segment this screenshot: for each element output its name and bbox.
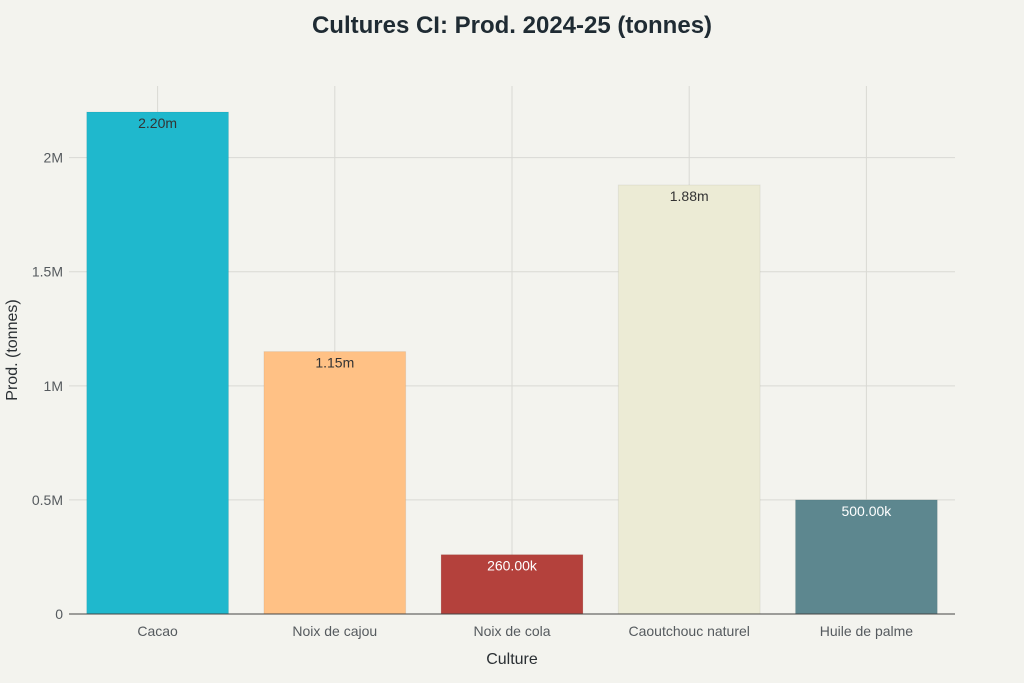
bar-layer [86,111,938,615]
y-tick-label: 2M [44,150,63,166]
data-label: 1.88m [670,188,709,204]
x-tick-label: Huile de palme [820,623,914,639]
x-tick-label: Caoutchouc naturel [628,623,749,639]
x-tick-label: Noix de cola [473,623,550,639]
chart-title: Cultures CI: Prod. 2024-25 (tonnes) [312,12,712,39]
x-tick-label: Noix de cajou [292,623,377,639]
y-tick-label: 0 [55,606,63,622]
data-label: 1.15m [315,355,354,371]
bar [617,184,761,615]
data-label: 500.00k [841,503,892,519]
bar [263,351,407,615]
y-tick-label: 1.5M [32,264,63,280]
y-tick-label: 1M [44,378,63,394]
data-label-layer: 2.20m 1.15m 260.00k 1.88m 500.00k [138,115,892,574]
y-axis-title: Prod. (tonnes) [4,299,21,400]
data-label: 2.20m [138,115,177,131]
axis-layer: 0 0.5M 1M 1.5M 2M Cacao Noix de cajou Noix de c… [32,150,955,639]
x-axis-title: Culture [486,651,538,668]
y-tick-label: 0.5M [32,492,63,508]
x-tick-label: Cacao [137,623,178,639]
bar [86,111,229,615]
data-label: 260.00k [487,558,538,574]
